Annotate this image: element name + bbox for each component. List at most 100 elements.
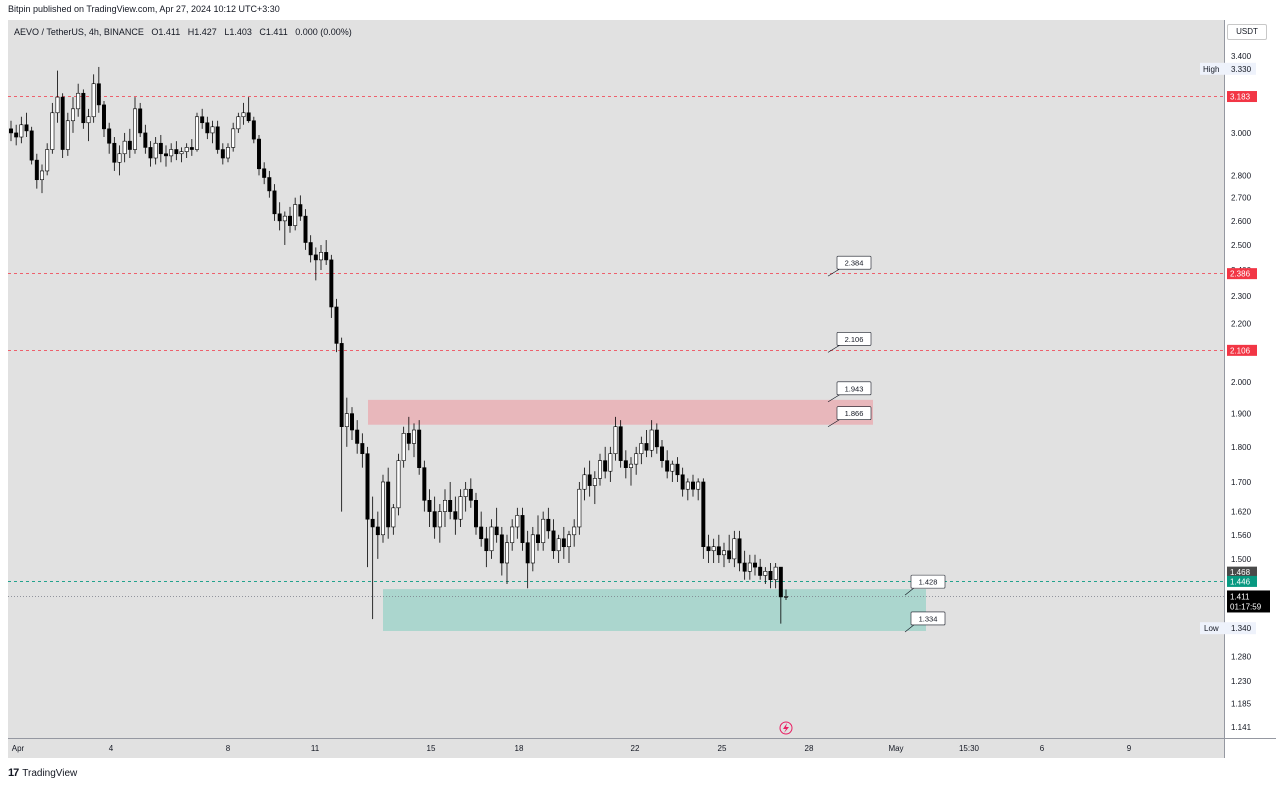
callout-box [836, 381, 872, 396]
candle [127, 128, 132, 159]
time-axis[interactable] [8, 738, 1224, 758]
lightning-circle [779, 721, 793, 735]
candle [458, 489, 463, 527]
candle-body [515, 515, 520, 528]
candle [71, 97, 75, 133]
candle [174, 141, 179, 161]
candle [293, 197, 298, 231]
candle [386, 467, 391, 539]
candle [546, 507, 551, 539]
candle [510, 519, 515, 551]
candle-body [706, 546, 711, 552]
tradingview-logo: 17 TradingView [8, 767, 77, 779]
candle-body [567, 534, 571, 548]
candle-body [520, 515, 525, 544]
tag-bg [1227, 575, 1257, 587]
candle-body [360, 443, 365, 455]
candle-body [577, 488, 582, 528]
candle [303, 209, 308, 250]
tv-logo-text: TradingView [22, 767, 78, 779]
candle-body [344, 413, 349, 427]
x-tick-9: 9 [1127, 744, 1132, 753]
candle-body [205, 122, 210, 134]
callout-label: 1.334 [919, 614, 938, 623]
candle-body [45, 149, 50, 172]
candle-body [680, 474, 685, 490]
candle [251, 116, 256, 144]
candle-body [386, 481, 391, 528]
candle-body [556, 538, 561, 552]
axis-tag-2.386: 2.386 [1227, 268, 1257, 280]
candle-body [14, 132, 19, 138]
price-axis[interactable] [1224, 20, 1276, 738]
legend-high: H1.427 [187, 27, 217, 37]
candle-body [210, 126, 215, 134]
candle [696, 478, 701, 501]
x-tick-18: 18 [515, 744, 524, 753]
candle [339, 337, 344, 512]
y-tick-1.700: 1.700 [1231, 478, 1252, 487]
callout-arrow [904, 586, 916, 596]
candle [556, 534, 561, 563]
candle [205, 116, 210, 140]
candle-body [375, 526, 380, 536]
x-tick-8: 8 [226, 744, 231, 753]
y-tick-2.000: 2.000 [1231, 378, 1252, 387]
candle-body [536, 534, 540, 544]
candle-body [220, 149, 225, 159]
candle-body [417, 429, 422, 468]
candle-body [391, 507, 396, 528]
callout-box [836, 332, 872, 346]
candle-body [598, 460, 602, 479]
candle-body [29, 130, 34, 161]
callout-label: 2.106 [845, 335, 864, 344]
candle [350, 407, 354, 441]
candle-body [303, 215, 308, 243]
candle-body [381, 481, 385, 536]
y-tick-1.141: 1.141 [1231, 723, 1252, 732]
tag-bg [1227, 344, 1257, 356]
candle [184, 143, 189, 159]
candle [567, 530, 571, 563]
candle [670, 460, 675, 482]
candle-body [463, 488, 468, 497]
callout-arrow [827, 344, 842, 353]
candle [541, 511, 546, 551]
candle-body [691, 481, 695, 490]
candle [158, 134, 163, 163]
candle-body [153, 142, 158, 159]
legend-change: 0.000 (0.00%) [295, 27, 352, 37]
candle-body [505, 542, 509, 564]
candle-body [308, 242, 313, 256]
high-marker: High 3.330 [1200, 62, 1256, 75]
candle-body [143, 132, 148, 148]
price-callout-1.866: 1.866 [827, 406, 872, 427]
candle [732, 530, 737, 568]
candle-body [685, 481, 690, 490]
candle-body [696, 481, 701, 490]
candle-body [34, 159, 39, 181]
currency-button[interactable]: USDT [1227, 24, 1267, 40]
candle [489, 519, 494, 559]
candle [195, 112, 199, 152]
y-tick-2.500: 2.500 [1231, 241, 1252, 250]
y-tick-1.185: 1.185 [1231, 700, 1252, 709]
candle-body [257, 138, 261, 170]
low-value: 1.340 [1231, 624, 1252, 633]
axis-tag-support: 1.446 [1227, 575, 1257, 587]
candle-body [179, 151, 184, 155]
candle [520, 507, 525, 551]
axis-corner [1224, 738, 1276, 758]
candle-body [24, 124, 29, 132]
candle [623, 450, 628, 479]
y-tick-1.500: 1.500 [1231, 555, 1252, 564]
candle [117, 145, 122, 176]
candle [685, 478, 690, 501]
axis-tag-2.106: 2.106 [1227, 344, 1257, 356]
candle-body [732, 538, 737, 560]
candle [288, 206, 292, 233]
candle [215, 120, 220, 154]
candle-body [65, 120, 70, 150]
candle-body [551, 530, 556, 552]
